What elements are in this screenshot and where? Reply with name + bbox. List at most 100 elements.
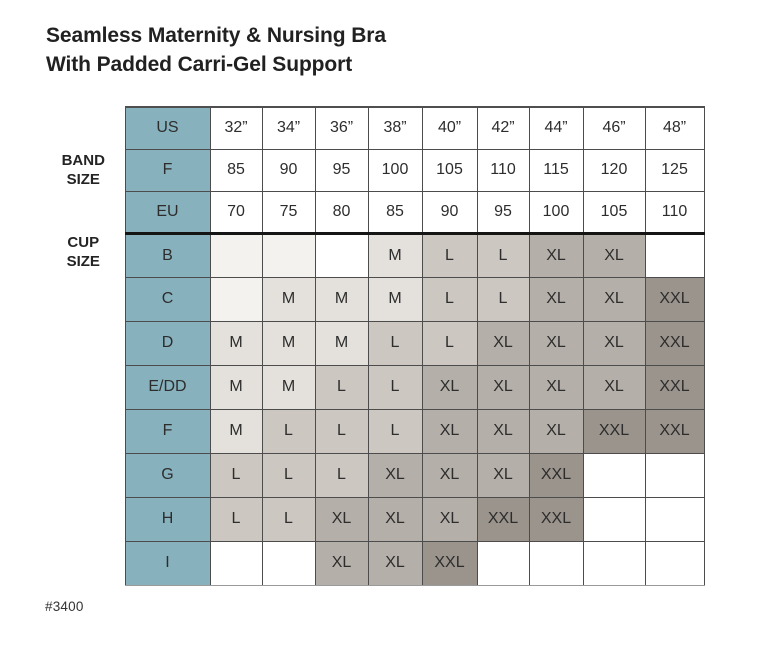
size-value-cell: M	[209, 320, 263, 366]
size-value-cell: XXL	[476, 496, 530, 542]
band-size-row: BAND SIZE US 32” 34” 36” 38” 40” 42” 44” 46” 48”	[42, 106, 705, 233]
row-label-cell: EU	[124, 190, 211, 234]
size-value-cell: 75	[261, 190, 316, 234]
size-value-cell: XL	[421, 364, 478, 410]
size-value-cell: XL	[528, 276, 584, 322]
size-value-cell: 46”	[582, 106, 646, 150]
cup-size-row: CUP SIZE B M L L XL XL	[42, 231, 705, 585]
row-label-cell: I	[124, 540, 211, 586]
size-value-cell: L	[421, 231, 478, 278]
cup-size-row: I XL XL XXL	[42, 540, 705, 586]
size-value-cell	[528, 540, 584, 586]
size-value-cell: XL	[314, 540, 369, 586]
size-value-cell: XL	[528, 364, 584, 410]
size-value-cell: XL	[476, 320, 530, 366]
size-value-cell: 100	[528, 190, 584, 234]
row-label-cell: D	[124, 320, 211, 366]
size-value-cell: XL	[367, 540, 423, 586]
size-value-cell: XXL	[528, 452, 584, 498]
size-value-cell: M	[261, 320, 316, 366]
size-value-cell: L	[261, 452, 316, 498]
cup-size-section-label: CUP SIZE	[42, 233, 125, 585]
size-value-cell: 125	[644, 148, 705, 192]
size-value-cell	[209, 231, 263, 278]
size-value-cell	[314, 231, 369, 278]
size-value-cell: XXL	[528, 496, 584, 542]
size-value-cell: 110	[644, 190, 705, 234]
size-value-cell: L	[261, 496, 316, 542]
size-value-cell: 95	[314, 148, 369, 192]
size-value-cell: XL	[528, 320, 584, 366]
size-value-cell	[209, 276, 263, 322]
size-value-cell: 85	[367, 190, 423, 234]
size-value-cell: XL	[582, 231, 646, 278]
size-value-cell: 90	[261, 148, 316, 192]
size-value-cell: XXL	[421, 540, 478, 586]
size-value-cell: 85	[209, 148, 263, 192]
size-value-cell: 80	[314, 190, 369, 234]
size-value-cell: XXL	[582, 408, 646, 454]
cup-size-row: G L L L XL XL XL XXL	[42, 452, 705, 498]
cup-size-row: F M L L L XL XL XL XXL XXL	[42, 408, 705, 454]
row-label-cell: F	[124, 148, 211, 192]
size-value-cell: 120	[582, 148, 646, 192]
size-value-cell: M	[314, 276, 369, 322]
size-value-cell: 36”	[314, 106, 369, 150]
cup-size-row: H L L XL XL XL XXL XXL	[42, 496, 705, 542]
size-value-cell: XL	[367, 496, 423, 542]
size-value-cell: XL	[421, 496, 478, 542]
size-value-cell: 105	[582, 190, 646, 234]
band-size-row: F 85 90 95 100 105 110 115 120 125	[42, 148, 705, 192]
size-value-cell: M	[367, 231, 423, 278]
size-value-cell: L	[261, 408, 316, 454]
row-label-cell: G	[124, 452, 211, 498]
size-value-cell	[644, 540, 705, 586]
size-value-cell: XXL	[644, 364, 705, 410]
size-value-cell: XL	[367, 452, 423, 498]
size-value-cell: M	[314, 320, 369, 366]
size-value-cell: XL	[528, 231, 584, 278]
size-value-cell: 110	[476, 148, 530, 192]
size-value-cell: L	[476, 231, 530, 278]
size-value-cell: 105	[421, 148, 478, 192]
size-value-cell	[582, 540, 646, 586]
product-title: Seamless Maternity & Nursing Bra With Pa…	[46, 22, 386, 79]
size-value-cell	[582, 452, 646, 498]
cup-size-section: CUP SIZE B M L L XL XL C M M M L L XL XL XXL D M M M L L XL XL XL…	[42, 231, 705, 586]
size-value-cell: XL	[476, 364, 530, 410]
row-label-cell: C	[124, 276, 211, 322]
size-value-cell: 115	[528, 148, 584, 192]
size-value-cell: L	[421, 320, 478, 366]
size-value-cell: XL	[582, 364, 646, 410]
product-title-line1: Seamless Maternity & Nursing Bra	[46, 24, 386, 47]
band-size-section-label: BAND SIZE	[42, 107, 125, 233]
band-size-section-label-line: BAND	[61, 152, 105, 169]
size-value-cell: XL	[476, 408, 530, 454]
size-value-cell: L	[209, 496, 263, 542]
size-value-cell	[644, 452, 705, 498]
row-label-cell: H	[124, 496, 211, 542]
size-value-cell: 48”	[644, 106, 705, 150]
size-value-cell: 100	[367, 148, 423, 192]
size-value-cell: L	[314, 452, 369, 498]
size-value-cell: XL	[421, 408, 478, 454]
band-size-section: BAND SIZE US 32” 34” 36” 38” 40” 42” 44” 46” 48” F 85…	[42, 106, 705, 234]
product-title-line2: With Padded Carri-Gel Support	[46, 52, 353, 76]
row-label-cell: F	[124, 408, 211, 454]
cup-size-row: C M M M L L XL XL XXL	[42, 276, 705, 322]
size-value-cell: M	[261, 364, 316, 410]
size-value-cell: 95	[476, 190, 530, 234]
size-value-cell: L	[367, 320, 423, 366]
size-value-cell: XL	[314, 496, 369, 542]
size-value-cell	[644, 496, 705, 542]
size-value-cell: L	[314, 408, 369, 454]
size-value-cell: 40”	[421, 106, 478, 150]
size-value-cell: L	[367, 364, 423, 410]
size-value-cell: L	[476, 276, 530, 322]
size-value-cell: XL	[528, 408, 584, 454]
size-value-cell: 32”	[209, 106, 263, 150]
cup-size-row: D M M M L L XL XL XL XXL	[42, 320, 705, 366]
row-label-cell: B	[124, 231, 211, 278]
size-value-cell: L	[314, 364, 369, 410]
